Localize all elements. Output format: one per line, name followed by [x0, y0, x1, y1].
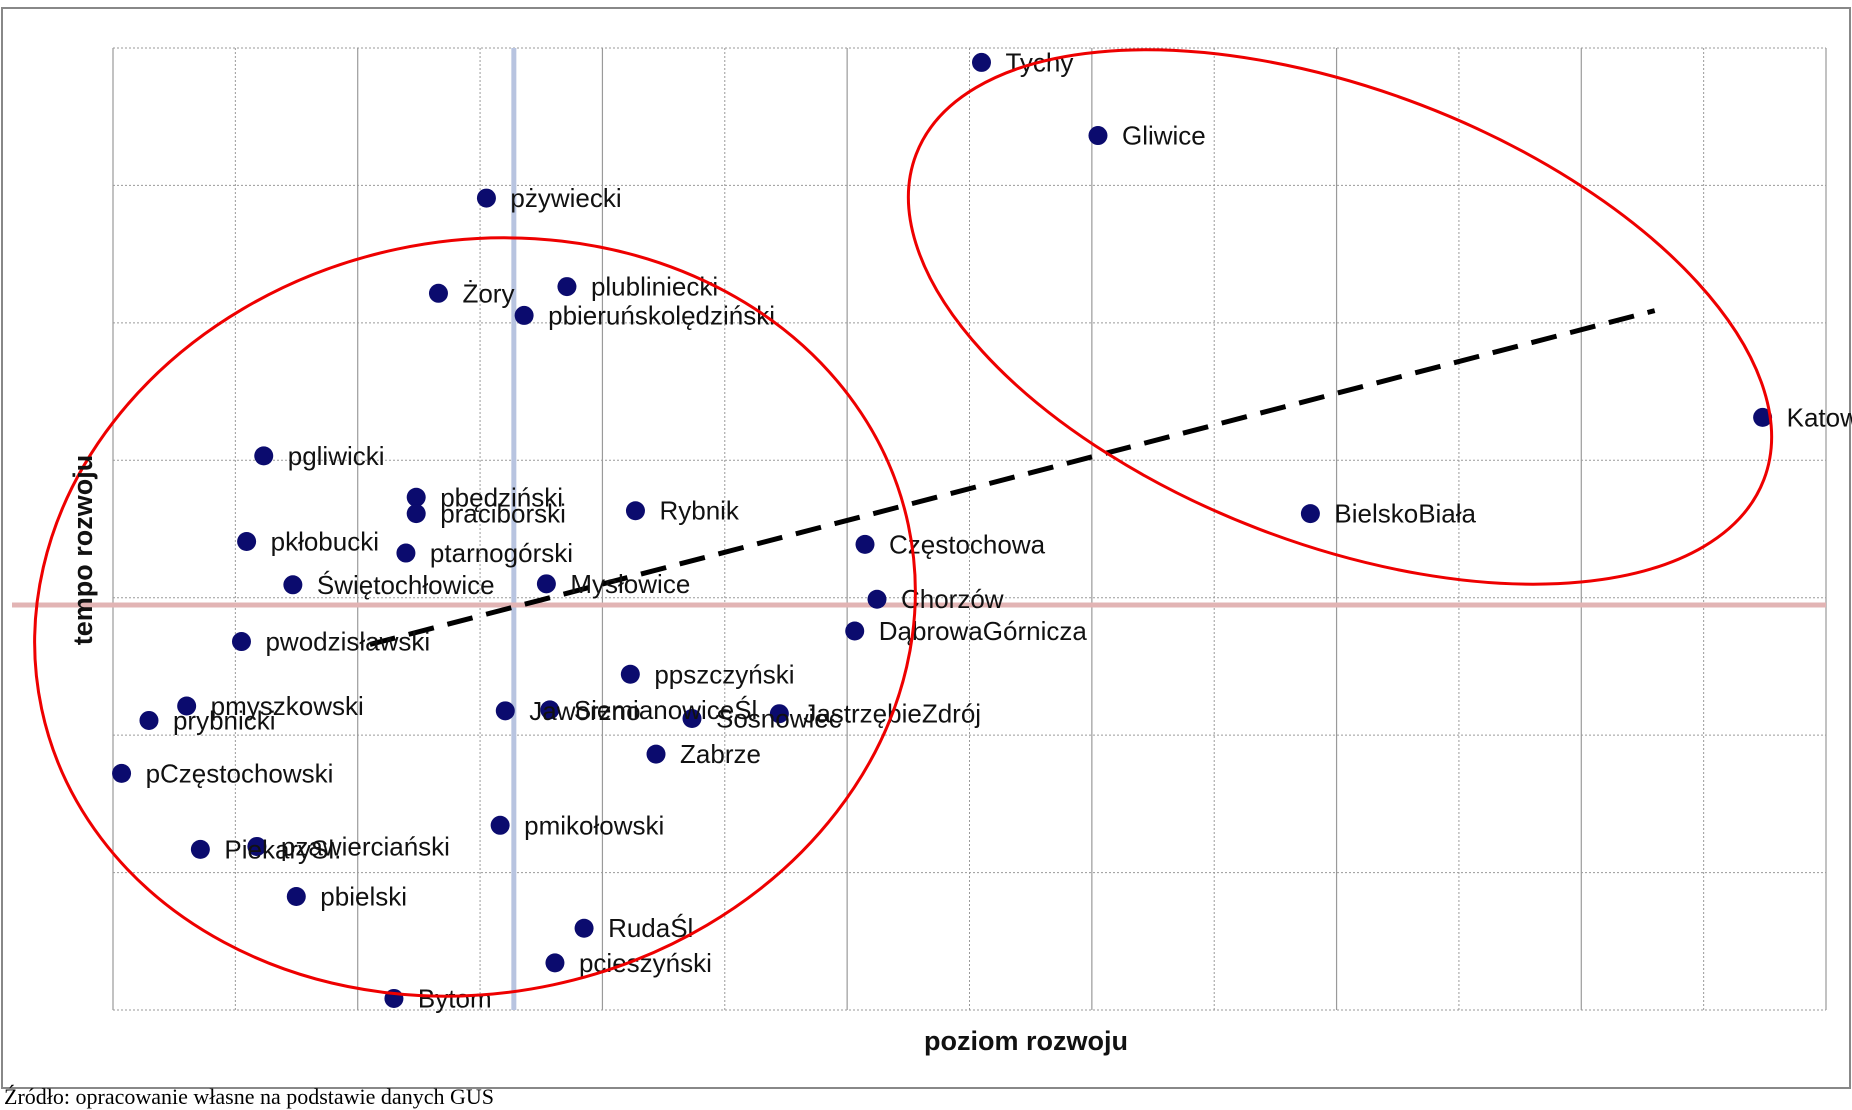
data-point	[971, 52, 991, 72]
data-point	[476, 188, 496, 208]
data-point	[231, 632, 251, 652]
data-point	[190, 839, 210, 859]
point-label: Rybnik	[659, 496, 739, 526]
data-point	[177, 696, 197, 716]
data-point	[646, 744, 666, 764]
point-label: Chorzów	[901, 584, 1004, 614]
source-note: Źródło: opracowanie własne na podstawie …	[4, 1084, 494, 1109]
point-label: pbędziński	[440, 482, 563, 512]
data-point	[1753, 407, 1773, 427]
point-label: ppszczyński	[654, 659, 794, 689]
point-label: Gliwice	[1122, 121, 1206, 151]
point-label: pwodzisławski	[265, 627, 430, 657]
data-point	[247, 836, 267, 856]
point-label: pmikołowski	[524, 810, 664, 840]
point-label: ptarnogórski	[430, 538, 573, 568]
point-label: prybnicki	[173, 705, 276, 735]
point-label: RudaŚl	[608, 913, 693, 943]
point-label: pgliwicki	[288, 441, 385, 471]
point-label: praciborski	[440, 499, 566, 529]
point-label: pbieruńskolędziński	[548, 300, 775, 330]
group-ellipse-lagging	[33, 236, 917, 998]
trend-line	[369, 308, 1656, 647]
data-point	[557, 277, 577, 297]
data-point	[620, 664, 640, 684]
data-point	[254, 446, 274, 466]
point-label: Bytom	[418, 983, 492, 1013]
data-point	[514, 305, 534, 325]
data-point	[428, 283, 448, 303]
grid	[112, 47, 1827, 1011]
trend-dashed-line	[369, 308, 1656, 647]
point-label: Żory	[462, 278, 514, 308]
data-point	[112, 763, 132, 783]
point-label: pkłobucki	[271, 527, 379, 557]
point-label: Świętochłowice	[317, 570, 495, 600]
point-label: Sosnowiec	[716, 704, 842, 734]
data-point	[406, 487, 426, 507]
point-label: Katowice	[1787, 402, 1852, 432]
point-label: BielskoBiała	[1334, 499, 1476, 529]
data-point	[1088, 126, 1108, 146]
x-axis-label: poziom rozwoju	[924, 1026, 1128, 1056]
group-ellipse-leaders	[906, 48, 1774, 586]
point-label: pzawierciański	[281, 831, 450, 861]
data-point	[625, 501, 645, 521]
data-point	[682, 709, 702, 729]
chart-frame	[1, 7, 1851, 1089]
group-ellipses	[33, 48, 1774, 998]
data-point	[545, 953, 565, 973]
point-label: plubliniecki	[591, 272, 718, 302]
data-point	[283, 575, 303, 595]
data-point	[396, 543, 416, 563]
mean-lines	[12, 48, 1826, 1010]
data-point	[536, 574, 556, 594]
point-label: pbielski	[320, 881, 407, 911]
data-point	[769, 704, 789, 724]
point-label: SiemianowiceŚl	[574, 695, 758, 725]
data-point	[286, 886, 306, 906]
point-label: pżywiecki	[510, 183, 621, 213]
data-point	[406, 504, 426, 524]
data-point	[139, 710, 159, 730]
point-label: Częstochowa	[889, 529, 1046, 559]
point-label: Jaworzno	[529, 696, 640, 726]
point-label: pCzęstochowski	[146, 758, 334, 788]
data-point	[1300, 504, 1320, 524]
data-point	[237, 532, 257, 552]
data-point	[574, 918, 594, 938]
point-label: Zabrze	[680, 739, 761, 769]
data-point	[490, 815, 510, 835]
point-label: pmyszkowski	[211, 691, 364, 721]
data-point	[867, 589, 887, 609]
y-axis-label: tempo rozwoju	[68, 455, 98, 646]
data-point	[540, 700, 560, 720]
point-label: PiekarySl.	[224, 834, 341, 864]
point-label: Mysłowice	[570, 569, 690, 599]
data-point	[845, 621, 865, 641]
data-point	[855, 534, 875, 554]
data-point	[495, 701, 515, 721]
data-points	[112, 52, 1773, 1008]
